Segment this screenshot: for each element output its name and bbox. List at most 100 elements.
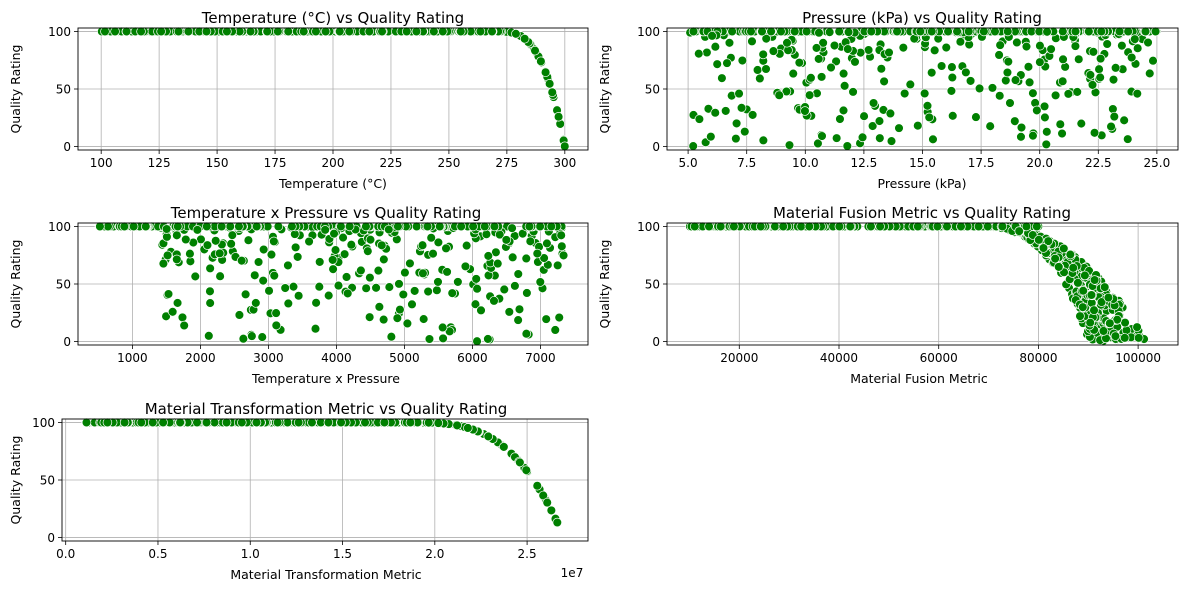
scatter-point: [434, 221, 445, 232]
scatter-point: [245, 26, 256, 37]
scatter-point: [979, 26, 989, 37]
scatter-point: [1132, 43, 1143, 53]
scatter-point: [338, 232, 348, 243]
scatter-point: [392, 313, 403, 323]
scatter-point: [240, 289, 251, 300]
scatter-point: [251, 221, 262, 232]
scatter-point: [722, 58, 732, 68]
scatter-point: [790, 26, 800, 37]
scatter-point: [346, 239, 357, 250]
scatter-point: [283, 26, 294, 37]
scatter-point: [1085, 70, 1096, 80]
scatter-point: [314, 281, 325, 292]
scatter-point: [483, 251, 494, 261]
scatter-point: [965, 76, 976, 86]
x-tick-label: 15.0: [909, 156, 936, 170]
scatter-point: [215, 271, 225, 281]
subplot-title: Material Fusion Metric vs Quality Rating: [773, 204, 1071, 222]
scatter-point: [1035, 40, 1045, 51]
scatter-point: [128, 221, 139, 232]
x-tick-label: 1.5: [333, 547, 352, 561]
scatter-point: [1122, 134, 1133, 144]
scatter-point: [172, 254, 182, 265]
x-tick-label: 25.0: [1144, 156, 1171, 170]
subplot-title: Material Transformation Metric vs Qualit…: [145, 400, 508, 418]
scatter-point: [1054, 262, 1064, 272]
scatter-point: [287, 221, 297, 232]
scatter-point: [746, 26, 756, 37]
scatter-point: [236, 255, 247, 266]
scatter-point: [339, 249, 350, 259]
scatter-point: [694, 114, 705, 124]
scatter-point: [747, 36, 757, 47]
scatter-point: [1050, 253, 1060, 264]
scatter-point: [214, 248, 225, 259]
scatter-point: [892, 26, 902, 37]
scatter-point: [365, 272, 375, 283]
scatter-point: [1014, 226, 1024, 236]
scatter-point: [411, 26, 422, 37]
scatter-point: [707, 31, 717, 41]
scatter-point: [341, 272, 352, 282]
x-axis-offset-text: 1e7: [561, 566, 584, 580]
scatter-point: [552, 517, 563, 528]
scatter-point: [971, 112, 981, 122]
scatter-point: [216, 221, 227, 232]
scatter-point: [834, 221, 845, 232]
scatter-point: [172, 230, 182, 241]
scatter-point: [994, 50, 1004, 60]
scatter-point: [521, 465, 531, 475]
scatter-point: [1132, 322, 1142, 332]
scatter-point: [521, 328, 532, 339]
scatter-point: [936, 61, 947, 71]
scatter-point: [1038, 243, 1049, 253]
scatter-point: [161, 311, 171, 322]
scatter-point: [507, 223, 517, 233]
scatter-point: [1119, 333, 1130, 343]
scatter-point: [293, 417, 304, 428]
scatter-point: [257, 332, 267, 342]
scatter-point: [1089, 275, 1100, 285]
scatter-point: [177, 312, 188, 323]
scatter-point: [525, 236, 536, 247]
scatter-point: [398, 289, 409, 300]
scatter-point: [1148, 55, 1158, 66]
scatter-point: [724, 38, 735, 48]
scatter-point: [344, 26, 355, 37]
scatter-point: [433, 237, 444, 248]
scatter-point: [1055, 119, 1066, 130]
subplot-title: Pressure (kPa) vs Quality Rating: [802, 9, 1042, 27]
scatter-point: [437, 322, 448, 333]
scatter-point: [1073, 54, 1084, 65]
scatter-point: [251, 417, 262, 428]
scatter-point: [1050, 90, 1061, 101]
scatter-point: [393, 221, 403, 232]
scatter-point: [311, 298, 321, 308]
scatter-point: [731, 118, 742, 129]
scatter-point: [158, 417, 168, 428]
scatter-point: [693, 48, 704, 59]
y-tick-label: 100: [32, 416, 55, 430]
scatter-point: [919, 88, 930, 99]
scatter-point: [885, 108, 896, 119]
scatter-point: [866, 221, 876, 232]
x-axis-label: Pressure (kPa): [878, 176, 967, 191]
scatter-point: [426, 233, 436, 243]
scatter-point: [158, 258, 169, 269]
scatter-point: [755, 221, 766, 232]
x-axis-label: Material Transformation Metric: [230, 567, 421, 582]
scatter-point: [1012, 37, 1022, 48]
scatter-point: [1084, 26, 1094, 37]
scatter-point: [1130, 34, 1140, 44]
scatter-point: [1117, 40, 1127, 51]
scatter-point: [1094, 64, 1104, 74]
scatter-point: [1105, 318, 1115, 329]
x-tick-label: 22.5: [1085, 156, 1112, 170]
scatter-point: [843, 44, 853, 54]
scatter-point: [243, 235, 254, 245]
scatter-point: [806, 73, 816, 83]
scatter-point: [532, 481, 543, 491]
scatter-point: [175, 417, 185, 428]
scatter-point: [423, 286, 433, 297]
scatter-point: [361, 221, 371, 232]
